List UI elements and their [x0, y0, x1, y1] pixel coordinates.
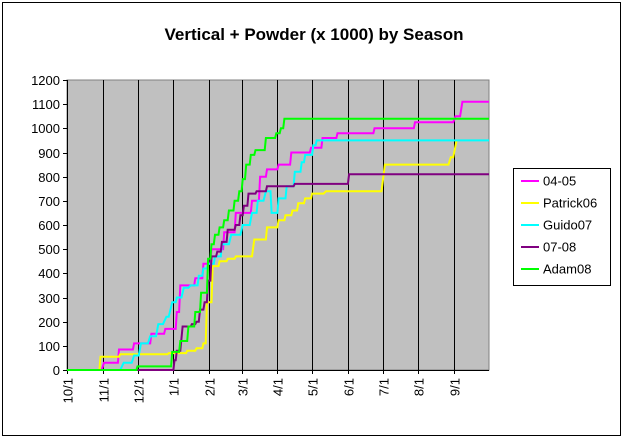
y-tick-label: 1100 — [32, 97, 60, 112]
x-tick-label: 9/1 — [448, 378, 463, 396]
x-tick-label: 8/1 — [412, 378, 427, 396]
legend-label-patrick06: Patrick06 — [543, 196, 597, 211]
x-tick-label: 11/1 — [97, 378, 112, 402]
legend-box — [513, 168, 611, 286]
series-line-guido07 — [67, 139, 489, 371]
y-tick-label: 200 — [38, 315, 60, 330]
x-tick-label: 3/1 — [236, 378, 251, 396]
series-line-patrick06 — [67, 140, 458, 371]
series-line-07-08 — [67, 173, 489, 371]
x-tick-label: 4/1 — [271, 378, 286, 396]
y-tick-label: 800 — [38, 170, 60, 185]
y-tick-label: 300 — [38, 291, 60, 306]
legend: 04-05 Patrick06 Guido07 07-08 Adam08 — [513, 168, 611, 286]
y-tick-label: 500 — [38, 242, 60, 257]
x-tick-label: 2/1 — [203, 378, 218, 396]
chart-title: Vertical + Powder (x 1000) by Season — [164, 25, 463, 44]
y-tick-label: 1200 — [31, 73, 60, 88]
plot-area: 10/1 11/1 12/1 1/1 2/1 3/1 4/1 5/1 6/1 7/1 8/1 9/1 0… — [31, 73, 490, 403]
series-line-adam08 — [67, 117, 489, 371]
legend-label-07-08: 07-08 — [543, 240, 576, 255]
y-tick-label: 1000 — [31, 121, 60, 136]
y-tick-label: 700 — [38, 194, 60, 209]
legend-label-adam08: Adam08 — [543, 262, 591, 277]
y-tick-label: 400 — [38, 266, 60, 281]
legend-label-04-05: 04-05 — [543, 174, 576, 189]
y-tick-label: 100 — [38, 339, 60, 354]
x-tick-label: 10/1 — [61, 378, 76, 403]
x-tick-label: 5/1 — [306, 378, 321, 396]
x-tick-label: 12/1 — [132, 378, 147, 403]
y-tick-label: 600 — [38, 218, 60, 233]
y-tick-label: 0 — [53, 363, 60, 378]
x-tick-label: 1/1 — [167, 378, 182, 396]
chart-svg: Vertical + Powder (x 1000) by Season 10/… — [31, 25, 611, 403]
x-tick-label: 6/1 — [342, 378, 357, 396]
x-tick-label: 7/1 — [377, 378, 392, 396]
y-tick-label: 900 — [38, 146, 60, 161]
legend-label-guido07: Guido07 — [543, 218, 592, 233]
chart-frame: Vertical + Powder (x 1000) by Season 10/… — [2, 2, 621, 436]
